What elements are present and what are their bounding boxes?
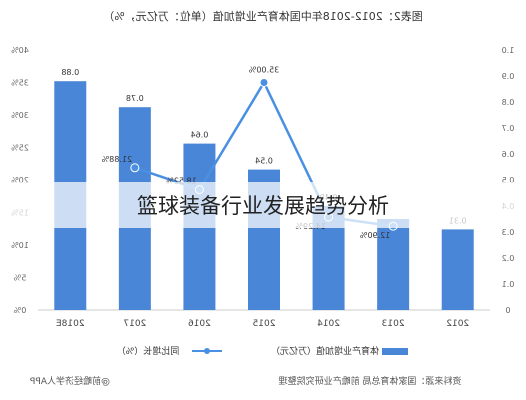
legend-line-dot <box>204 348 210 354</box>
bar <box>377 219 410 310</box>
bar <box>441 229 474 310</box>
right-axis-tick-label: 0.2 <box>502 254 515 263</box>
left-axis-tick-label: 35% <box>11 79 29 88</box>
legend-bar-label: 体育产业增加值（万亿元） <box>271 345 379 357</box>
right-axis-tick-label: 0.5 <box>502 176 515 185</box>
x-axis-tick-label: 2014 <box>317 319 340 329</box>
left-axis-tick-label: 40% <box>11 46 29 55</box>
right-axis-tick-label: 0.3 <box>502 228 515 237</box>
overlay-caption: 篮球装备行业发展趋势分析 <box>0 182 526 228</box>
left-axis-tick-label: 10% <box>11 241 29 250</box>
right-axis-tick-label: 0.1 <box>502 280 515 289</box>
chart-title: 图表2：2012-2018年中国体育产业增加值（单位：万亿元，%） <box>103 9 422 23</box>
legend-bar-swatch <box>382 348 408 355</box>
x-axis-tick-label: 2016 <box>188 319 211 329</box>
growth-point <box>130 163 140 173</box>
right-axis-tick-label: 0 <box>505 306 510 315</box>
x-axis-tick-label: 2015 <box>253 319 276 329</box>
legend-line-label: 同比增长（%） <box>117 345 180 357</box>
right-axis-tick-label: 1.0 <box>502 46 515 55</box>
bar-data-label: 0.88 <box>61 68 79 77</box>
bar-data-label: 0.78 <box>126 94 144 103</box>
watermark-text: @前瞻经济学人APP <box>29 375 110 387</box>
growth-data-label: 35.00% <box>248 66 279 75</box>
x-axis-tick-label: 2012 <box>446 319 469 329</box>
growth-data-label: 18.52% <box>166 177 197 186</box>
left-axis-tick-label: 20% <box>11 176 29 185</box>
x-axis-tick-label: 2017 <box>123 319 146 329</box>
bar-data-label: 0.64 <box>191 131 209 140</box>
growth-data-label: 21.88% <box>101 155 132 164</box>
right-axis-tick-label: 0.6 <box>502 150 515 159</box>
right-axis-tick-label: 0.7 <box>502 124 515 133</box>
source-note: 资料来源：国家体育总局 前瞻产业研究院整理 <box>279 375 462 387</box>
left-axis-tick-label: 30% <box>11 111 29 120</box>
growth-point <box>259 78 269 87</box>
right-axis-tick-label: 0.9 <box>502 72 515 81</box>
left-axis-tick-label: 0% <box>13 306 26 315</box>
right-axis-tick-label: 0.8 <box>502 98 515 107</box>
left-axis-tick-label: 25% <box>11 144 29 153</box>
growth-data-label: 12.90% <box>359 231 390 240</box>
left-axis-tick-label: 5% <box>13 274 26 283</box>
bar-data-label: 0.54 <box>255 157 273 166</box>
x-axis-tick-label: 2018E <box>56 319 85 329</box>
x-axis-tick-label: 2013 <box>382 319 405 329</box>
